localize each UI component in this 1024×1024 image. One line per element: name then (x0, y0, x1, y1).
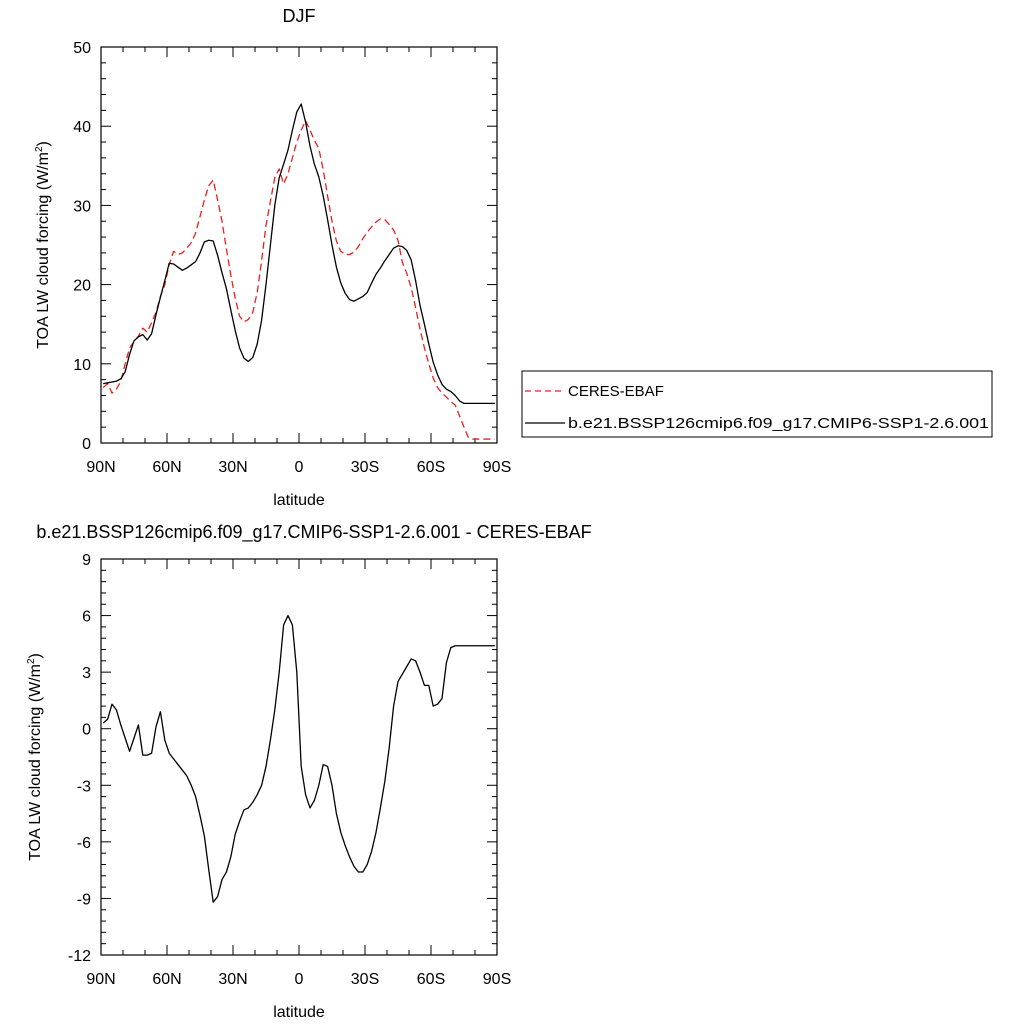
x-tick-label: 60S (417, 971, 445, 988)
x-tick-label: 60N (152, 459, 181, 476)
legend: CERES-EBAF b.e21.BSSP126cmip6.f09_g17.CM… (521, 370, 993, 438)
series-line-1 (103, 103, 495, 405)
x-tick-label: 60S (417, 459, 445, 476)
y-axis-label: TOA LW cloud forcing (W/m2) (26, 653, 44, 861)
legend-label-model: b.e21.BSSP126cmip6.f09_g17.CMIP6-SSP1-2.… (568, 415, 989, 432)
y-tick-label: 6 (82, 609, 91, 626)
series-line-0 (102, 120, 495, 440)
y-tick-label: 50 (73, 40, 91, 57)
x-tick-label: 30S (351, 971, 379, 988)
y-tick-label: 30 (73, 198, 91, 215)
x-axis-label: latitude (273, 492, 325, 509)
y-tick-label: -9 (77, 891, 91, 908)
series-layer (102, 614, 495, 903)
y-axis: 0 10 20 30 40 50 (73, 40, 497, 453)
plot-frame (100, 558, 498, 956)
chart-title: DJF (283, 6, 316, 26)
series-line-0 (102, 614, 495, 903)
y-tick-label: 0 (82, 722, 91, 739)
x-axis: 90N 60N 30N 0 30S 60S 90S (86, 47, 511, 476)
x-tick-label: 0 (295, 459, 304, 476)
bottom-panel: b.e21.BSSP126cmip6.f09_g17.CMIP6-SSP1-2.… (26, 522, 592, 1021)
x-tick-label: 90S (483, 459, 511, 476)
y-tick-label: 20 (73, 278, 91, 295)
y-tick-label: -12 (68, 948, 91, 965)
x-tick-label: 90N (86, 459, 115, 476)
y-tick-label: -6 (77, 835, 91, 852)
y-tick-label: 0 (82, 436, 91, 453)
x-tick-label: 30N (218, 459, 247, 476)
x-axis: 90N 60N 30N 0 30S 60S 90S (86, 559, 511, 988)
y-axis: -12 -9 -6 -3 0 3 6 9 (68, 552, 497, 965)
chart-title: b.e21.BSSP126cmip6.f09_g17.CMIP6-SSP1-2.… (36, 522, 591, 543)
series-layer (102, 103, 495, 440)
legend-box (521, 370, 993, 438)
x-tick-label: 90S (483, 971, 511, 988)
plot-frame (100, 46, 498, 444)
x-tick-label: 60N (152, 971, 181, 988)
x-axis-label: latitude (273, 1004, 325, 1021)
legend-label-ceres: CERES-EBAF (568, 383, 664, 400)
y-tick-label: 3 (82, 665, 91, 682)
x-tick-label: 30S (351, 459, 379, 476)
y-axis-label: TOA LW cloud forcing (W/m2) (34, 141, 52, 349)
y-tick-label: 40 (73, 119, 91, 136)
x-tick-label: 0 (295, 971, 304, 988)
y-tick-label: 9 (82, 552, 91, 569)
y-tick-label: -3 (77, 778, 91, 795)
y-tick-label: 10 (73, 357, 91, 374)
x-tick-label: 90N (86, 971, 115, 988)
x-tick-label: 30N (218, 971, 247, 988)
top-panel: DJF 90N 60N 30N 0 30S 60S 90S 0 10 20 30 40 50 lati… (34, 6, 993, 509)
